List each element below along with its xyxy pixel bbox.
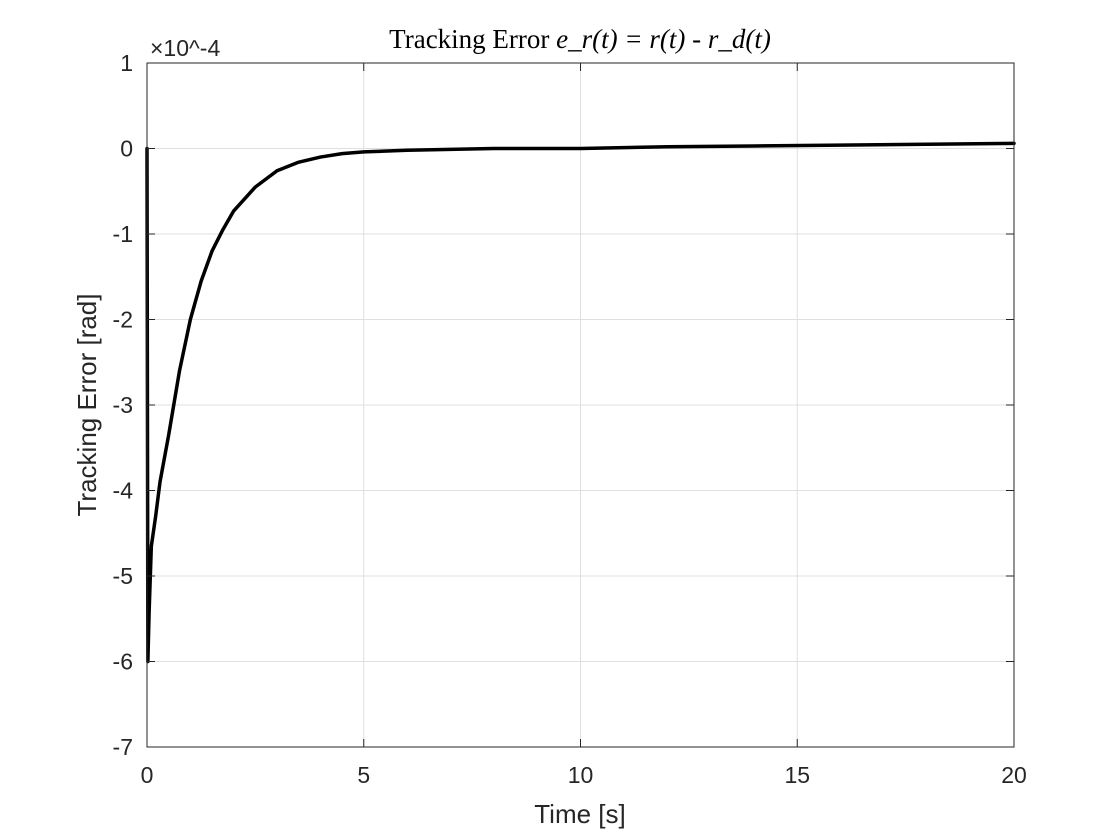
x-tick-label: 10: [568, 762, 594, 788]
y-tick-label: -4: [113, 478, 134, 504]
x-axis-label: Time [s]: [534, 799, 625, 829]
y-tick-label: -3: [113, 392, 133, 418]
y-scale-exponent: ×10^-4: [150, 35, 220, 61]
title-math: e_r(t) = r(t) - r_d(t): [556, 24, 771, 54]
ticks: [146, 62, 1015, 748]
chart-title: Tracking Error e_r(t) = r(t) - r_d(t): [389, 24, 771, 54]
y-tick-label: -5: [113, 563, 133, 589]
y-tick-label: 0: [120, 136, 133, 162]
y-tick-label: -1: [113, 221, 133, 247]
series-line: [145, 141, 1016, 664]
y-tick-label: 1: [120, 50, 133, 76]
x-tick-label: 15: [784, 762, 810, 788]
x-tick-label: 0: [141, 762, 154, 788]
y-tick-label: -2: [113, 307, 133, 333]
x-tick-label: 5: [357, 762, 370, 788]
y-tick-label: -6: [113, 649, 133, 675]
title-prefix: Tracking Error: [389, 24, 556, 54]
y-axis-label: Tracking Error [rad]: [72, 294, 102, 517]
series-layer: [145, 141, 1016, 664]
y-tick-label: -7: [113, 734, 133, 760]
x-tick-label: 20: [1001, 762, 1027, 788]
